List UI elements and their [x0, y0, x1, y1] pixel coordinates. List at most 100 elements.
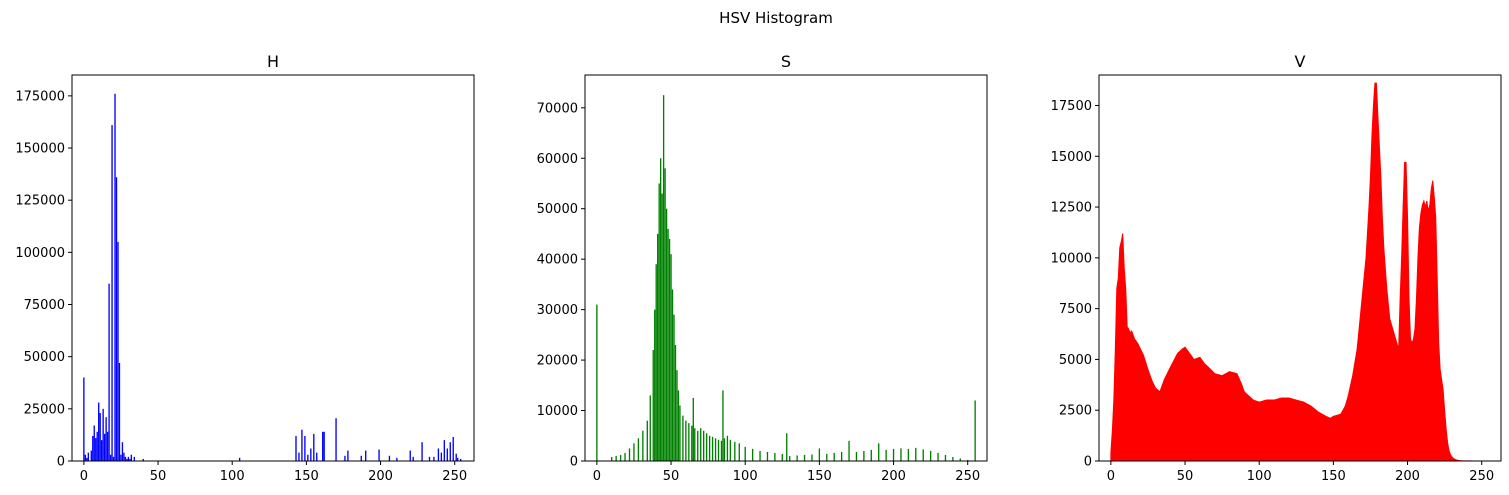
x-tick-label: 200	[1395, 469, 1420, 484]
histogram-bar	[729, 439, 732, 461]
histogram-bar	[103, 433, 106, 461]
histogram-bar	[937, 452, 939, 461]
histogram-bar	[863, 450, 865, 461]
histogram-bar	[900, 448, 902, 461]
y-tick-label: 0	[570, 455, 578, 470]
histogram-bar	[109, 454, 112, 461]
y-tick-label: 125000	[15, 194, 65, 209]
histogram-bar	[929, 450, 932, 461]
x-tick-label: 50	[663, 469, 680, 484]
x-tick-label: 100	[733, 469, 758, 484]
x-tick-label: 0	[80, 469, 88, 484]
histogram-bar	[703, 430, 705, 461]
histogram-bar	[459, 458, 462, 461]
histogram-bar	[347, 450, 349, 461]
y-tick-label: 5000	[1059, 353, 1092, 368]
histogram-bar	[659, 158, 662, 461]
histogram-bar	[744, 446, 746, 461]
histogram-bar	[310, 448, 312, 461]
histogram-bar	[596, 304, 598, 461]
histogram-bar	[124, 456, 127, 461]
x-tick-label: 50	[150, 469, 167, 484]
histogram-bar	[670, 254, 672, 461]
histogram-bar	[676, 370, 678, 461]
histogram-bar	[114, 93, 116, 461]
histogram-bar	[665, 208, 668, 461]
histogram-bar	[826, 453, 828, 461]
y-tick-label: 150000	[15, 142, 65, 157]
histogram-bar	[673, 314, 675, 461]
histogram-bar	[738, 443, 740, 461]
histogram-bar	[83, 377, 85, 461]
histogram-bar	[105, 417, 107, 461]
panel-title-v: V	[1295, 52, 1306, 71]
y-tick-label: 7500	[1059, 302, 1092, 317]
histogram-bar	[120, 454, 122, 461]
histogram-bar	[344, 455, 346, 461]
histogram-bar	[649, 395, 651, 461]
histogram-bar	[786, 433, 788, 461]
histogram-bar	[708, 435, 711, 461]
histogram-bar	[667, 228, 669, 461]
x-tick-label: 250	[442, 469, 467, 484]
histogram-bar	[774, 452, 776, 461]
histogram-bar	[313, 433, 315, 461]
y-tick-label: 60000	[537, 152, 578, 167]
histogram-bar	[396, 457, 398, 461]
histogram-bar	[360, 455, 362, 461]
histogram-bar	[720, 440, 723, 461]
histogram-bar	[123, 452, 125, 461]
histogram-bar	[409, 450, 411, 461]
histogram-bar	[833, 452, 835, 461]
y-tick-label: 0	[57, 455, 65, 470]
histogram-bar	[323, 431, 325, 461]
x-tick-label: 150	[807, 469, 832, 484]
histogram-bar	[711, 436, 714, 461]
histogram-bar	[316, 452, 318, 461]
x-tick-label: 150	[294, 469, 319, 484]
x-tick-label: 50	[1177, 469, 1194, 484]
histogram-bar	[700, 428, 702, 461]
histogram-bar	[117, 241, 119, 461]
histogram-bar	[885, 449, 887, 461]
histogram-bar	[789, 455, 791, 461]
histogram-bar	[87, 452, 89, 461]
histogram-bar	[322, 431, 324, 461]
y-tick-label: 50000	[537, 202, 578, 217]
y-tick-label: 12500	[1051, 201, 1092, 216]
histogram-bar	[664, 168, 666, 461]
panel-s: S 0 50 100 150 200 250 0 10000 20000 30000 40000 500…	[537, 52, 988, 484]
histogram-bar	[781, 453, 783, 461]
histogram-bar	[307, 454, 309, 461]
figure-title: HSV Histogram	[719, 9, 833, 27]
histogram-bar	[118, 362, 121, 461]
x-tick-label: 250	[955, 469, 980, 484]
histogram-bar	[129, 458, 131, 461]
x-tick-label: 200	[368, 469, 393, 484]
histogram-bar	[619, 454, 622, 461]
x-tick-label: 0	[1107, 469, 1115, 484]
x-tick-label: 100	[220, 469, 245, 484]
histogram-bar	[892, 448, 895, 461]
histogram-bar	[95, 438, 97, 461]
histogram-bar	[452, 437, 454, 461]
series-v	[1110, 82, 1490, 462]
histogram-bar	[818, 448, 821, 461]
histogram-bar	[304, 435, 306, 461]
y-tick-label: 70000	[537, 101, 578, 116]
histogram-bar	[766, 451, 769, 461]
histogram-bar	[679, 405, 681, 461]
axes-frame	[71, 74, 475, 462]
histogram-bar	[298, 452, 300, 461]
histogram-bar	[115, 177, 118, 462]
histogram-bar	[714, 438, 717, 461]
histogram-bar	[443, 440, 445, 461]
histogram-bar	[944, 454, 947, 461]
histogram-bar	[126, 458, 128, 461]
y-tick-label: 25000	[24, 402, 65, 417]
histogram-area	[1110, 82, 1490, 462]
y-tick-label: 10000	[1051, 251, 1092, 266]
series-s	[596, 95, 976, 462]
histogram-bar	[86, 457, 88, 461]
histogram-bar	[378, 449, 380, 461]
